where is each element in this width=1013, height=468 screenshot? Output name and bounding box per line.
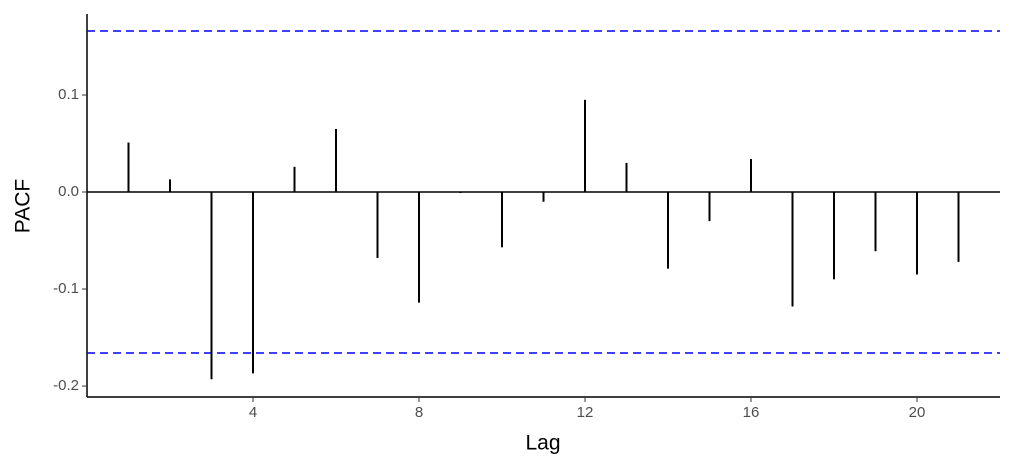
y-axis-title: PACF [12, 179, 35, 233]
x-tick-label: 12 [577, 404, 594, 421]
x-tick-label: 4 [249, 404, 257, 421]
x-axis-title: Lag [525, 432, 560, 455]
x-tick-label: 20 [909, 404, 926, 421]
y-tick-label: 0.1 [58, 86, 79, 103]
y-tick-label: 0.0 [58, 183, 79, 200]
x-tick-label: 16 [743, 404, 760, 421]
y-tick-label: -0.2 [53, 377, 79, 394]
y-tick-label: -0.1 [53, 280, 79, 297]
x-tick-label: 8 [415, 404, 423, 421]
